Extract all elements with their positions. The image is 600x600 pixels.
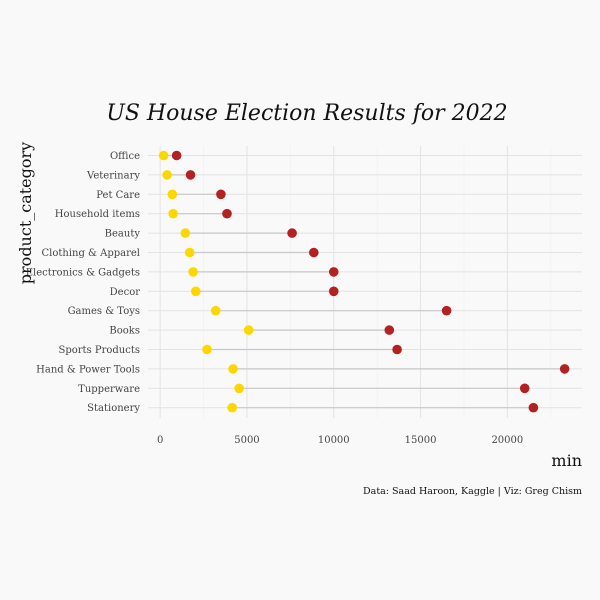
x-tick-labels: 0 5000 10000 15000 20000 [157,435,523,446]
chart-title: US House Election Results for 2022 [106,101,507,126]
max-point [185,170,196,180]
x-tick-label: 0 [157,435,163,446]
category-label: Clothing & Apparel [41,248,140,259]
min-point [243,325,254,335]
x-tick-label: 15000 [405,435,437,446]
x-tick-label: 5000 [234,435,259,446]
y-axis-title: product_category [16,142,35,284]
category-label: Tupperware [78,384,140,395]
max-point [528,402,539,413]
min-point [190,286,201,297]
min-point [184,247,195,258]
category-label: Decor [110,287,141,298]
category-label: Pet Care [96,190,140,201]
grid-lines [148,146,582,418]
max-point [559,364,570,374]
category-labels: Office Veterinary Pet Care Household items B… [26,151,141,414]
x-tick-label: 10000 [318,435,350,446]
min-point [202,344,212,355]
min-point [210,305,221,316]
max-point [384,325,395,335]
category-label: Books [109,326,140,337]
category-label: Hand & Power Tools [36,364,140,375]
category-label: Beauty [105,229,141,240]
min-point [158,150,169,161]
max-point [222,208,232,219]
min-point [168,208,178,219]
min-point [180,228,191,238]
dumbbell-segments [163,154,565,409]
category-label: Household items [55,209,140,220]
max-point [392,344,402,355]
chart-caption: Data: Saad Haroon, Kaggle | Viz: Greg Ch… [363,486,582,497]
min-point [167,189,178,200]
category-label: Electronics & Gadgets [26,267,140,278]
max-point [216,189,226,200]
category-label: Games & Toys [68,306,140,317]
max-point [308,247,319,258]
category-label: Stationery [87,403,140,414]
category-label: Sports Products [58,345,140,356]
category-label: Veterinary [86,170,140,181]
min-point [227,402,237,413]
x-tick-label: 20000 [491,435,523,446]
data-points [158,150,570,413]
max-point [441,305,452,316]
max-point [171,150,182,161]
min-point [188,267,198,277]
x-axis-title: min [551,451,582,470]
min-point [234,383,244,394]
max-point [287,228,297,238]
category-label: Office [110,151,140,162]
max-point [519,383,530,394]
min-point [228,364,238,374]
max-point [328,267,339,277]
min-point [162,170,172,180]
max-point [328,286,339,297]
